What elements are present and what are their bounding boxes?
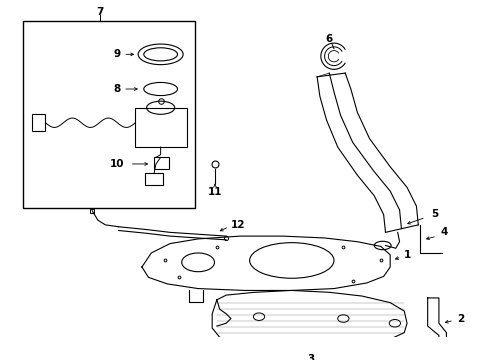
Bar xyxy=(144,173,163,185)
Text: 3: 3 xyxy=(306,354,313,360)
Bar xyxy=(32,114,45,131)
Bar xyxy=(154,157,169,168)
Text: 8: 8 xyxy=(113,84,120,94)
Text: 6: 6 xyxy=(325,34,332,44)
Bar xyxy=(135,108,186,147)
Text: 4: 4 xyxy=(440,228,447,237)
Text: 2: 2 xyxy=(456,314,463,324)
Text: 10: 10 xyxy=(109,159,123,169)
Text: 9: 9 xyxy=(113,49,120,59)
Text: 7: 7 xyxy=(96,7,103,17)
Text: 5: 5 xyxy=(430,208,438,219)
Text: 1: 1 xyxy=(403,250,410,260)
Text: 12: 12 xyxy=(231,220,245,230)
Text: 11: 11 xyxy=(207,187,222,197)
Bar xyxy=(23,21,195,208)
